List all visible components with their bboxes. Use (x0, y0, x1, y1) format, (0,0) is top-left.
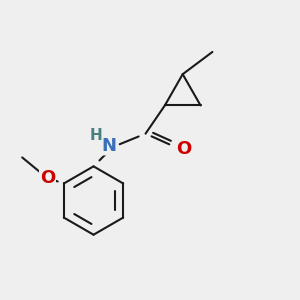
Text: O: O (40, 169, 55, 187)
Text: O: O (176, 140, 191, 158)
Text: H: H (90, 128, 103, 143)
Text: N: N (102, 136, 117, 154)
